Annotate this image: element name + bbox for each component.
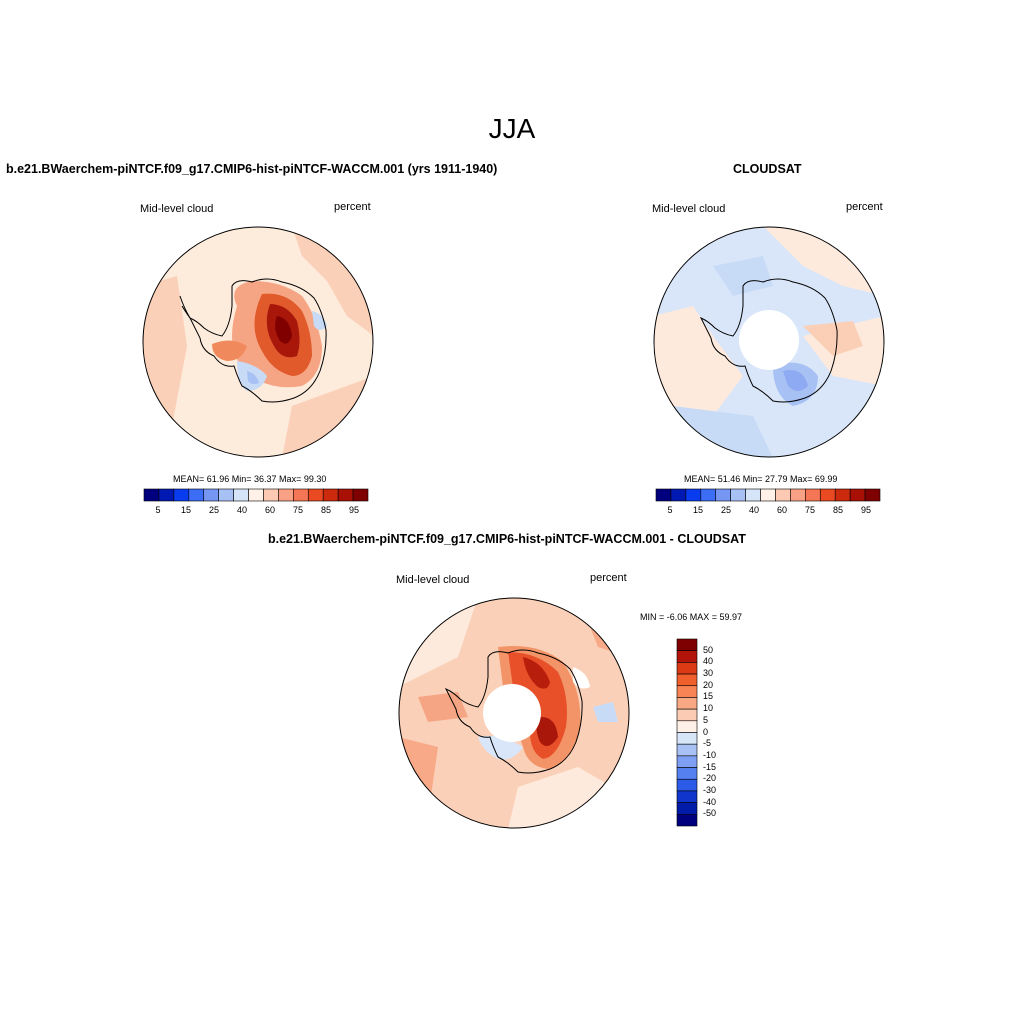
colorbar-swatch: [819, 488, 836, 502]
colorbar-swatch: [864, 488, 881, 502]
colorbar-swatch: [218, 488, 234, 502]
panel-1-units-label: percent: [334, 201, 371, 213]
colorbar-tick-label: 50: [703, 644, 714, 655]
colorbar-tick-label: 95: [348, 505, 360, 515]
panel-1-stats: MEAN= 61.96 Min= 36.37 Max= 99.30: [173, 474, 327, 484]
colorbar-tick-label: 30: [703, 668, 714, 679]
colorbar-swatch: [307, 488, 324, 502]
colorbar-swatch: [676, 755, 698, 768]
colorbar-swatch: [352, 488, 369, 502]
colorbar-swatch: [670, 488, 687, 502]
colorbar-swatch: [730, 488, 746, 502]
panel-3-colorbar: [676, 638, 698, 827]
colorbar-swatch: [676, 778, 698, 792]
colorbar-tick-label: 5: [667, 505, 673, 515]
colorbar-swatch: [676, 697, 698, 710]
colorbar-tick-label: 85: [320, 505, 332, 515]
colorbar-swatch: [263, 488, 279, 502]
colorbar-tick-label: 5: [155, 505, 161, 515]
colorbar-swatch: [173, 488, 190, 502]
colorbar-swatch: [655, 488, 672, 502]
panel-2-colorbar-labels: 5 15 25 40 60 75 85 95: [656, 505, 880, 517]
colorbar-tick-label: 95: [860, 505, 872, 515]
colorbar-swatch: [715, 488, 731, 502]
colorbar-swatch: [676, 685, 698, 698]
colorbar-swatch: [248, 488, 264, 502]
colorbar-tick-label: -10: [703, 749, 717, 760]
colorbar-tick-label: 75: [292, 505, 304, 515]
colorbar-swatch: [188, 488, 205, 502]
colorbar-tick-label: 15: [703, 691, 714, 702]
colorbar-swatch: [676, 708, 698, 722]
colorbar-swatch: [790, 488, 806, 502]
panel-3-map: [398, 597, 630, 829]
panel-3-variable-label: Mid-level cloud: [396, 574, 470, 586]
colorbar-tick-label: 40: [236, 505, 248, 515]
figure-title: JJA: [488, 113, 536, 144]
colorbar-tick-label: 15: [180, 505, 192, 515]
colorbar-swatch: [676, 743, 698, 757]
panel-1-variable-label: Mid-level cloud: [140, 203, 214, 215]
colorbar-swatch: [322, 488, 339, 502]
colorbar-swatch: [685, 488, 702, 502]
panel-2-units-label: percent: [846, 201, 883, 213]
colorbar-tick-label: 15: [692, 505, 704, 515]
panel-3-colorbar-labels: 50 40 30 20 15 10 5 0 -5 -10 -15 -20 -30 -40 -50: [703, 639, 733, 826]
panel-1-colorbar: [143, 488, 369, 502]
colorbar-tick-label: -15: [703, 761, 717, 772]
colorbar-tick-label: 75: [804, 505, 816, 515]
colorbar-tick-label: -20: [703, 773, 717, 784]
panel-2-stats: MEAN= 51.46 Min= 27.79 Max= 69.99: [684, 474, 838, 484]
colorbar-swatch: [676, 662, 698, 675]
colorbar-swatch: [293, 488, 309, 502]
colorbar-tick-label: 10: [703, 703, 714, 714]
colorbar-tick-label: 5: [703, 714, 709, 725]
colorbar-tick-label: 25: [720, 505, 732, 515]
panel-1-map: [142, 226, 374, 458]
colorbar-swatch: [337, 488, 354, 502]
colorbar-tick-label: 85: [832, 505, 844, 515]
colorbar-swatch: [834, 488, 851, 502]
colorbar-swatch: [278, 488, 294, 502]
colorbar-tick-label: 25: [208, 505, 220, 515]
panel-1-colorbar-labels: 5 15 25 40 60 75 85 95: [144, 505, 368, 517]
colorbar-swatch: [143, 488, 160, 502]
colorbar-swatch: [676, 650, 698, 663]
panel-1-title: b.e21.BWaerchem-piNTCF.f09_g17.CMIP6-his…: [6, 162, 498, 176]
colorbar-swatch: [805, 488, 821, 502]
colorbar-swatch: [676, 790, 698, 803]
colorbar-swatch: [233, 488, 249, 502]
colorbar-tick-label: -30: [703, 784, 717, 795]
panel-3-stats: MIN = -6.06 MAX = 59.97: [640, 612, 743, 622]
colorbar-swatch: [676, 732, 698, 745]
colorbar-tick-label: -5: [703, 738, 712, 749]
colorbar-tick-label: 20: [703, 679, 714, 690]
colorbar-tick-label: 40: [748, 505, 760, 515]
colorbar-swatch: [775, 488, 791, 502]
colorbar-tick-label: 0: [703, 726, 709, 737]
colorbar-swatch: [676, 814, 698, 827]
colorbar-swatch: [676, 638, 698, 651]
colorbar-swatch: [676, 767, 698, 780]
colorbar-swatch: [203, 488, 219, 502]
panel-3-title: b.e21.BWaerchem-piNTCF.f09_g17.CMIP6-his…: [268, 532, 746, 546]
panel-2-map: [653, 226, 885, 458]
panel-3-units-label: percent: [590, 572, 627, 584]
panel-2-title: CLOUDSAT: [733, 162, 802, 176]
colorbar-tick-label: -40: [703, 796, 717, 807]
colorbar-swatch: [745, 488, 761, 502]
colorbar-tick-label: 40: [703, 656, 714, 667]
panel-2-colorbar: [655, 488, 881, 502]
colorbar-swatch: [676, 673, 698, 687]
colorbar-swatch: [676, 802, 698, 815]
colorbar-tick-label: 60: [776, 505, 788, 515]
panel-2-variable-label: Mid-level cloud: [652, 203, 726, 215]
colorbar-swatch: [760, 488, 776, 502]
colorbar-swatch: [158, 488, 175, 502]
colorbar-swatch: [700, 488, 717, 502]
colorbar-swatch: [849, 488, 866, 502]
colorbar-swatch: [676, 720, 698, 733]
colorbar-tick-label: -50: [703, 808, 717, 819]
colorbar-tick-label: 60: [264, 505, 276, 515]
